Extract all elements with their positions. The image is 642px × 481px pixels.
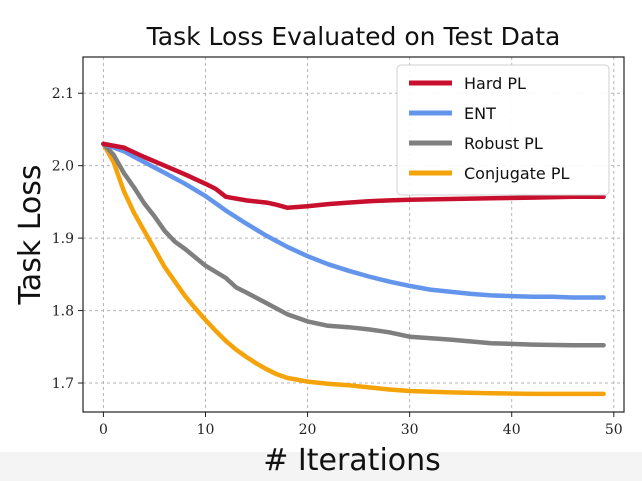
x-tick-label: 50 <box>605 422 623 438</box>
legend-label-conjugate-pl: Conjugate PL <box>464 164 570 183</box>
axis-ticks: 0 10 20 30 40 50 1.7 1.8 1.9 2.0 2.1 <box>52 86 623 438</box>
y-tick-label: 2.0 <box>52 159 74 175</box>
x-tick-label: 0 <box>99 422 108 438</box>
y-axis-label: Task Loss <box>13 164 48 305</box>
legend-box <box>396 64 610 196</box>
y-tick-label: 2.1 <box>52 86 74 102</box>
legend-label-hard-pl: Hard PL <box>464 74 526 93</box>
x-axis-label: # Iterations <box>263 443 441 478</box>
x-tick-label: 10 <box>197 422 215 438</box>
bottom-fade-band <box>0 452 642 481</box>
legend: Hard PL ENT Robust PL Conjugate PL <box>396 64 610 196</box>
legend-label-robust-pl: Robust PL <box>464 134 543 153</box>
chart-title: Task Loss Evaluated on Test Data <box>146 22 561 51</box>
y-tick-label: 1.8 <box>52 304 74 320</box>
series-lines <box>101 141 606 397</box>
y-tick-label: 1.9 <box>52 231 74 247</box>
series-line-ent <box>101 141 606 300</box>
series-line-robust-pl <box>101 141 606 348</box>
x-tick-label: 20 <box>299 422 317 438</box>
series-line-conjugate-pl <box>101 141 606 397</box>
x-tick-label: 40 <box>503 422 521 438</box>
y-tick-label: 1.7 <box>52 376 74 392</box>
plot-area-frame <box>82 56 625 413</box>
series-line-hard-pl <box>101 141 606 210</box>
x-tick-label: 30 <box>401 422 419 438</box>
legend-label-ent: ENT <box>464 104 496 123</box>
